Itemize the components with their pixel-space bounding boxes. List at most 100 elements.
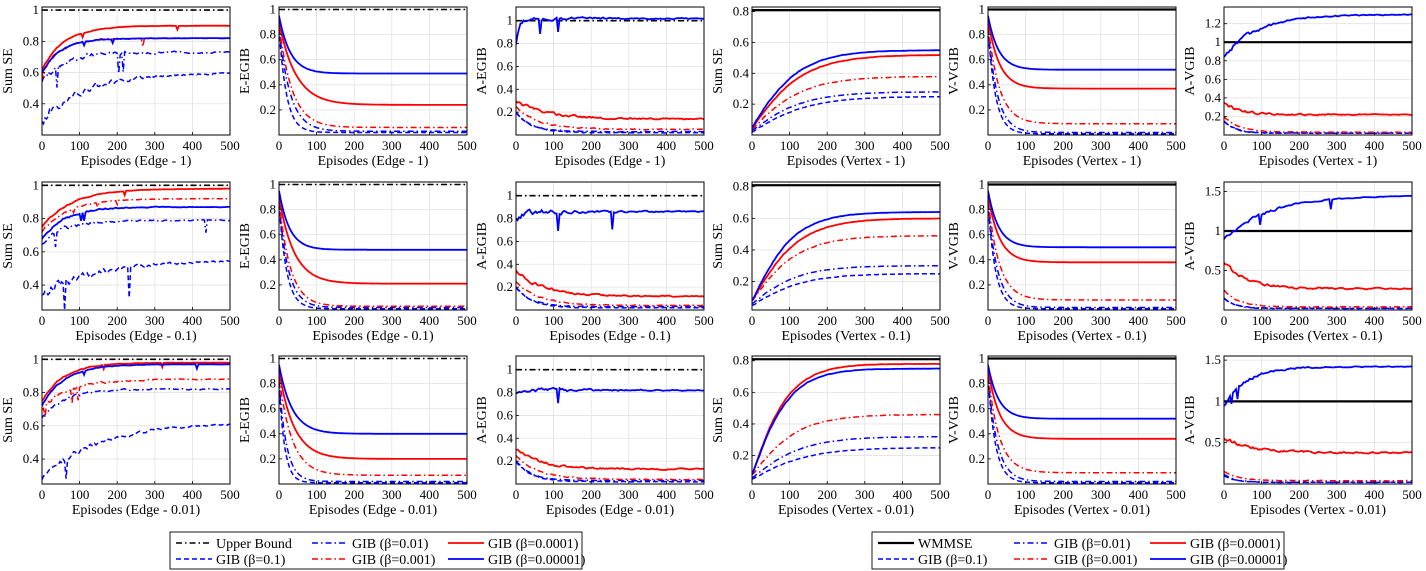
x-tick-label: 300 bbox=[1091, 313, 1111, 328]
y-tick-label: 0.6 bbox=[260, 227, 277, 242]
x-tick-label: 400 bbox=[893, 138, 913, 153]
series-line-gib-0-00001- bbox=[279, 15, 467, 75]
y-tick-label: 0.8 bbox=[969, 27, 985, 42]
x-tick-label: 500 bbox=[220, 313, 240, 328]
x-tick-label: 0 bbox=[1221, 313, 1228, 328]
y-tick-label: 1 bbox=[1215, 34, 1222, 49]
y-tick-label: 0.5 bbox=[1205, 435, 1221, 450]
x-tick-label: 0 bbox=[749, 138, 756, 153]
series-line-gib-0-1- bbox=[516, 111, 704, 134]
series-line-gib-0-01- bbox=[516, 460, 704, 482]
subplot-1-0: 0 100 200 300 400 500 0.4 0.6 0.8 1 Episodes (Edge… bbox=[1, 177, 240, 344]
y-tick-label: 0.8 bbox=[260, 27, 276, 42]
y-tick-label: 0.2 bbox=[497, 104, 513, 119]
x-tick-label: 500 bbox=[1166, 313, 1186, 328]
series-line-gib-0-1- bbox=[988, 377, 1176, 484]
y-tick-label: 0.2 bbox=[969, 277, 985, 292]
y-tick-label: 1 bbox=[979, 177, 986, 192]
y-tick-label: 0.6 bbox=[23, 244, 40, 259]
y-axis-label: A-EGIB bbox=[475, 47, 490, 94]
x-tick-label: 300 bbox=[1327, 487, 1347, 502]
x-tick-label: 200 bbox=[817, 313, 837, 328]
y-tick-label: 0.6 bbox=[733, 384, 750, 399]
series-line-gib-0-01- bbox=[279, 203, 467, 309]
x-tick-label: 500 bbox=[1166, 487, 1186, 502]
legend-box bbox=[169, 531, 583, 570]
series-line-gib-0-0001- bbox=[1224, 262, 1412, 291]
series-line-gib-0-001- bbox=[279, 377, 467, 476]
y-tick-label: 0.2 bbox=[1205, 108, 1221, 123]
x-tick-label: 300 bbox=[1091, 487, 1111, 502]
edge-legend: Upper Bound GIB (β=0.01) GIB (β=0.0001)GIB… bbox=[169, 531, 586, 570]
y-tick-label: 0.6 bbox=[1205, 71, 1222, 86]
x-tick-label: 500 bbox=[930, 487, 950, 502]
axes-box bbox=[751, 181, 941, 311]
x-axis-label: Episodes (Vertex - 0.1) bbox=[1253, 329, 1382, 344]
x-tick-label: 300 bbox=[855, 138, 875, 153]
y-tick-label: 1 bbox=[979, 2, 986, 17]
x-tick-label: 0 bbox=[1221, 487, 1228, 502]
y-axis-label: V-VGIB bbox=[947, 222, 962, 270]
x-tick-label: 0 bbox=[513, 487, 520, 502]
series-line-gib-0-0001- bbox=[42, 361, 230, 402]
series-line-gib-0-001- bbox=[752, 75, 940, 130]
y-tick-label: 1 bbox=[33, 351, 40, 366]
legend-label: GIB (β=0.1) bbox=[918, 553, 988, 568]
subplot-2-3: 0 100 200 300 400 500 0.2 0.4 0.6 0.8 Episodes (Ve… bbox=[711, 353, 950, 518]
x-tick-label: 100 bbox=[780, 138, 800, 153]
x-tick-label: 400 bbox=[420, 313, 440, 328]
series-line-gib-0-001- bbox=[988, 199, 1176, 301]
y-axis-label: Sum SE bbox=[1, 48, 16, 94]
x-tick-label: 200 bbox=[344, 138, 364, 153]
series-line-gib-0-00001- bbox=[516, 386, 704, 404]
series-line-gib-0-0001- bbox=[752, 362, 940, 475]
y-tick-label: 0.6 bbox=[969, 227, 986, 242]
legend-label: GIB (β=0.01) bbox=[352, 537, 429, 552]
x-axis-label: Episodes (Edge - 1) bbox=[318, 154, 429, 169]
series-line-gib-0-1- bbox=[752, 273, 940, 307]
y-tick-label: 0.4 bbox=[497, 430, 514, 445]
x-tick-label: 300 bbox=[1327, 313, 1347, 328]
legend-label: Upper Bound bbox=[216, 537, 292, 552]
x-tick-label: 0 bbox=[39, 487, 46, 502]
y-tick-label: 0.6 bbox=[969, 52, 986, 67]
x-axis-label: Episodes (Vertex - 0.01) bbox=[778, 503, 914, 518]
x-tick-label: 300 bbox=[145, 313, 165, 328]
y-tick-label: 0.2 bbox=[497, 453, 513, 468]
x-tick-label: 500 bbox=[930, 313, 950, 328]
axes-box bbox=[515, 6, 705, 136]
series-line-gib-0-00001- bbox=[516, 208, 704, 231]
x-tick-label: 300 bbox=[145, 487, 165, 502]
series-line-gib-0-0001- bbox=[42, 187, 230, 228]
x-tick-label: 500 bbox=[930, 138, 950, 153]
axes-box bbox=[751, 355, 941, 485]
x-tick-label: 0 bbox=[985, 487, 992, 502]
x-tick-label: 500 bbox=[1166, 138, 1186, 153]
y-axis-label: Sum SE bbox=[1, 223, 16, 269]
series-line-gib-0-01- bbox=[42, 218, 230, 248]
x-tick-label: 0 bbox=[276, 487, 283, 502]
series-line-gib-0-01- bbox=[752, 265, 940, 305]
series-line-gib-0-0001- bbox=[988, 19, 1176, 90]
y-axis-label: Sum SE bbox=[1, 397, 16, 443]
y-tick-label: 1.5 bbox=[1205, 352, 1221, 367]
x-tick-label: 100 bbox=[70, 313, 90, 328]
series-line-gib-0-0001- bbox=[516, 269, 704, 298]
series-line-gib-0-00001- bbox=[42, 37, 230, 74]
x-tick-label: 300 bbox=[1327, 138, 1347, 153]
y-tick-label: 0.6 bbox=[497, 233, 514, 248]
series-line-gib-0-01- bbox=[42, 387, 230, 419]
y-tick-label: 0.8 bbox=[1205, 53, 1221, 68]
series-line-gib-0-001- bbox=[42, 197, 230, 233]
series-line-gib-0-1- bbox=[988, 28, 1176, 135]
subplot-0-4: 0 100 200 300 400 500 0.2 0.4 0.6 0.8 1 Episodes (V… bbox=[947, 2, 1186, 169]
x-tick-label: 100 bbox=[1252, 313, 1272, 328]
x-tick-label: 0 bbox=[276, 138, 283, 153]
y-tick-label: 0.8 bbox=[733, 353, 749, 368]
x-tick-label: 0 bbox=[1221, 138, 1228, 153]
series-line-gib-0-001- bbox=[1224, 116, 1412, 134]
y-tick-label: 0.4 bbox=[969, 426, 986, 441]
series-line-gib-0-01- bbox=[42, 50, 230, 88]
x-tick-label: 400 bbox=[183, 138, 203, 153]
subplot-2-0: 0 100 200 300 400 500 0.4 0.6 0.8 1 Episodes (Edge… bbox=[1, 351, 240, 518]
